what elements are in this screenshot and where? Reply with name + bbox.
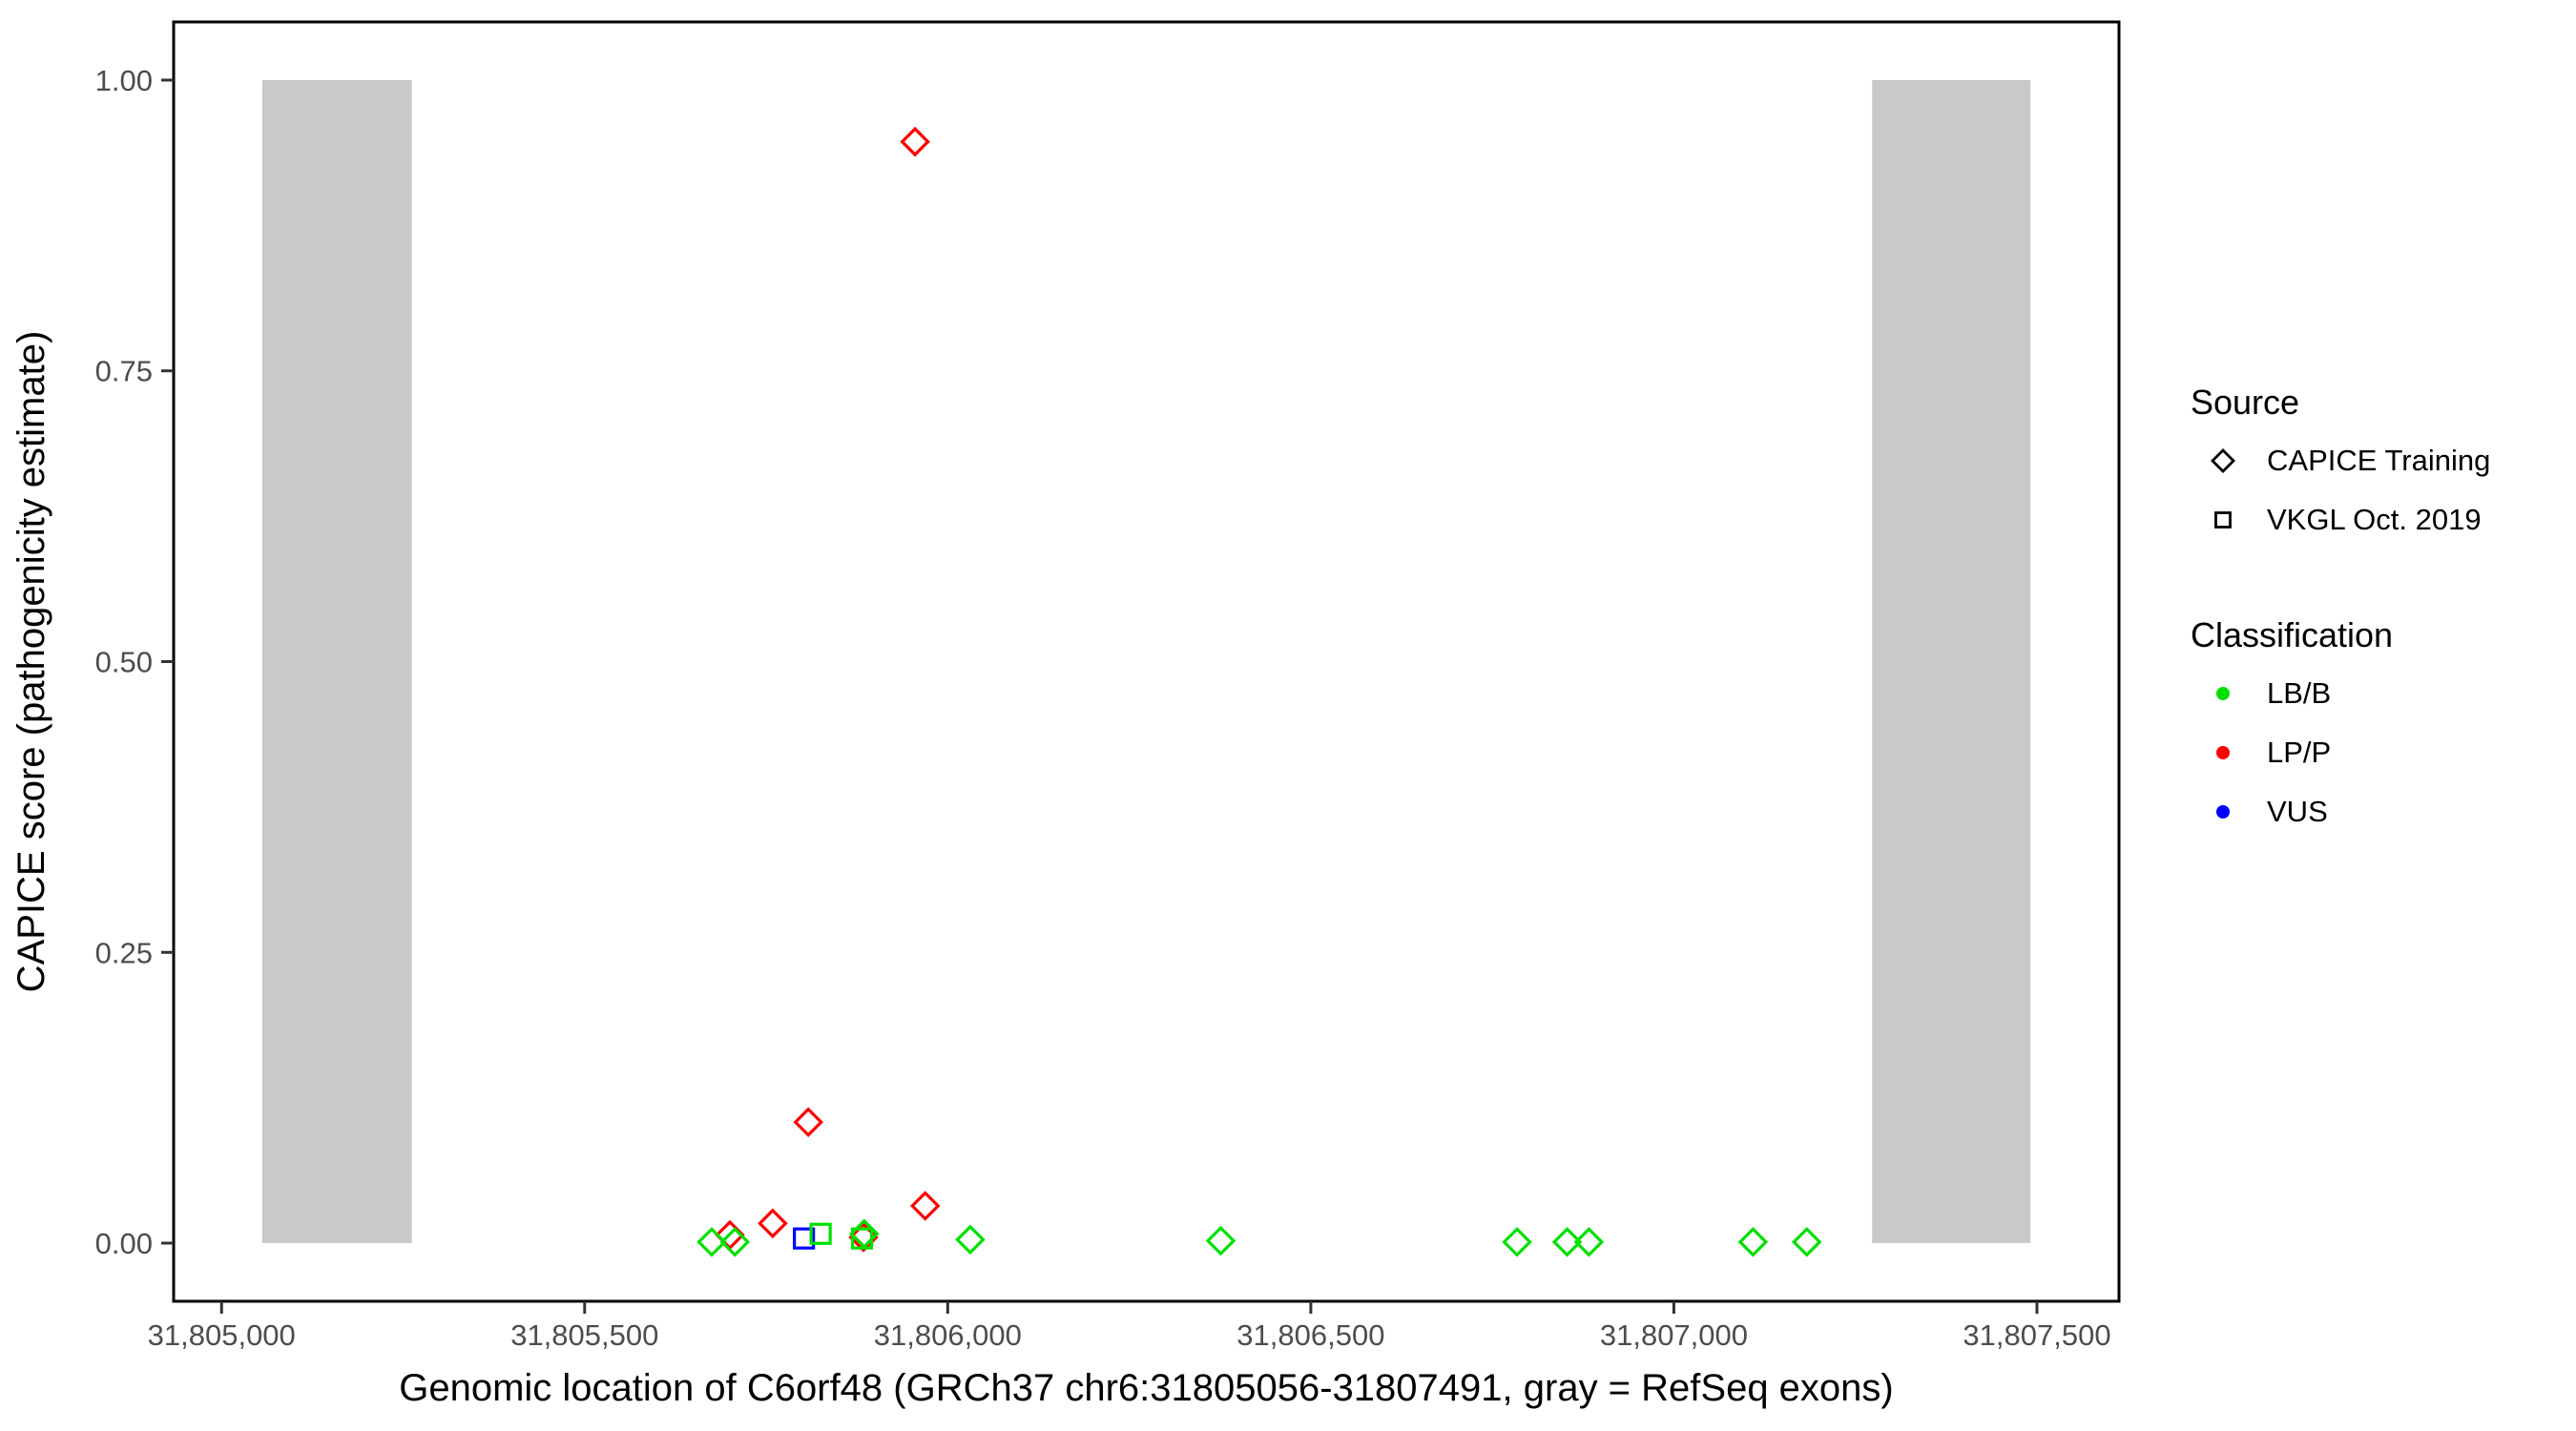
data-point <box>849 1218 880 1250</box>
data-point <box>719 1227 751 1257</box>
y-axis-title: CAPICE score (pathogenicity estimate) <box>10 331 52 993</box>
x-tick-label: 31,807,500 <box>1963 1318 2110 1352</box>
data-point <box>955 1224 986 1255</box>
legend: Source CAPICE Training VKGL Oct. 2019 <box>2187 382 2568 841</box>
x-axis-title: Genomic location of C6orf48 (GRCh37 chr6… <box>399 1367 1894 1409</box>
x-tick-label: 31,805,500 <box>510 1318 658 1352</box>
y-tick-label: 0.25 <box>95 936 153 969</box>
data-point <box>809 1222 832 1245</box>
data-point <box>1791 1227 1822 1257</box>
legend-item-vkgl: VKGL Oct. 2019 <box>2187 490 2568 550</box>
data-point <box>793 1227 816 1250</box>
legend-source-title: Source <box>2191 383 2300 422</box>
data-point <box>900 126 930 157</box>
data-point <box>758 1208 788 1239</box>
y-tick-label: 1.00 <box>95 64 153 97</box>
refseq-exon <box>261 79 412 1244</box>
legend-item-vus: VUS <box>2187 782 2568 841</box>
legend-classification-title: Classification <box>2191 615 2394 654</box>
diamond-icon <box>2187 446 2259 475</box>
data-point <box>1737 1227 1769 1257</box>
legend-spacer <box>2187 550 2568 614</box>
red-dot-icon <box>2187 743 2259 762</box>
y-tick-label: 0.50 <box>95 646 153 679</box>
data-point <box>909 1191 941 1221</box>
y-tick-label: 0.75 <box>95 355 153 388</box>
legend-item-label: LB/B <box>2267 676 2332 710</box>
data-point <box>793 1107 823 1138</box>
green-dot-icon <box>2187 684 2259 703</box>
legend-item-label: CAPICE Training <box>2267 444 2491 477</box>
legend-item-label: VKGL Oct. 2019 <box>2267 503 2482 536</box>
refseq-exon <box>1872 79 2031 1244</box>
x-tick-label: 31,806,500 <box>1236 1318 1384 1352</box>
square-icon <box>2187 508 2259 531</box>
legend-item-lpp: LP/P <box>2187 723 2568 782</box>
x-tick-label: 31,806,000 <box>874 1318 1022 1352</box>
data-point <box>1573 1227 1605 1257</box>
data-point <box>1551 1227 1583 1257</box>
x-tick-label: 31,805,000 <box>148 1318 296 1352</box>
data-point <box>1205 1225 1236 1256</box>
blue-dot-icon <box>2187 802 2259 821</box>
legend-item-label: VUS <box>2267 795 2328 828</box>
data-point <box>1502 1227 1532 1257</box>
data-point <box>696 1227 727 1257</box>
x-tick-label: 31,807,000 <box>1600 1318 1748 1352</box>
panel-border <box>172 20 2121 1303</box>
legend-item-label: LP/P <box>2267 736 2332 769</box>
legend-item-lbb: LB/B <box>2187 664 2568 723</box>
legend-item-capice-training: CAPICE Training <box>2187 431 2568 490</box>
y-tick-label: 0.00 <box>95 1227 153 1260</box>
